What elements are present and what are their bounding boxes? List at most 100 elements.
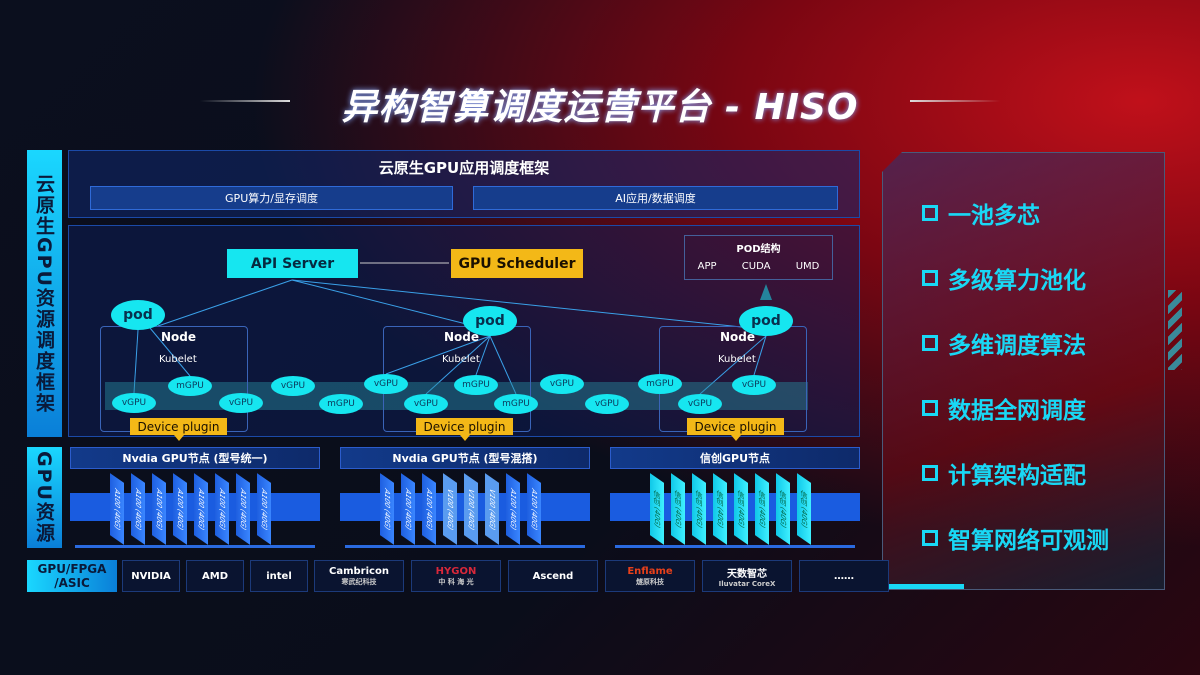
gpu-card: A100 (40G): [506, 473, 520, 545]
checkbox-icon: [922, 465, 938, 481]
pod-bubble: pod: [739, 306, 793, 336]
gpu-card: A100 (40G): [173, 473, 187, 545]
pod-structure-item: UMD: [795, 261, 820, 272]
vendor-logo: intel: [250, 560, 308, 592]
vgpu-bubble: vGPU: [364, 374, 408, 394]
vendor-logo: Ascend: [508, 560, 598, 592]
gpu-card: 信创 (40G): [671, 473, 685, 545]
framework-box-ai: AI应用/数据调度: [473, 186, 838, 210]
gpu-node-platform: [345, 545, 585, 548]
feature-label: 计算架构适配: [948, 463, 1086, 489]
gpu-card: V100 (40G): [464, 473, 478, 545]
gpu-card: 信创 (40G): [713, 473, 727, 545]
panel-stripes-decoration: [1168, 290, 1182, 370]
vgpu-bubble: vGPU: [404, 394, 448, 414]
vendor-name: intel: [266, 570, 292, 582]
checkbox-icon: [922, 270, 938, 286]
gpu-card: V100 (40G): [485, 473, 499, 545]
mgpu-bubble: mGPU: [638, 374, 682, 394]
side-label-gpu-resources: GPU资源: [27, 447, 62, 548]
gpu-node-header: 信创GPU节点: [610, 447, 860, 469]
mgpu-bubble: mGPU: [454, 375, 498, 395]
feature-label: 数据全网调度: [948, 398, 1086, 424]
title-decoration-left: [200, 100, 290, 102]
vendor-logo: NVIDIA: [122, 560, 180, 592]
gpu-card: 信创 (40G): [734, 473, 748, 545]
gpu-card: A100 (40G): [236, 473, 250, 545]
gpu-card: 信创 (40G): [776, 473, 790, 545]
side-label-scheduling: 云原生GPU资源调度框架: [27, 150, 62, 437]
vendor-logo: HYGON 中 科 海 光: [411, 560, 501, 592]
gpu-node-header: Nvdia GPU节点 (型号混搭): [340, 447, 590, 469]
vgpu-bubble: vGPU: [732, 375, 776, 395]
gpu-card: A100 (40G): [194, 473, 208, 545]
pod-structure-item: APP: [697, 261, 717, 272]
vendor-subname: 燧原科技: [636, 577, 664, 586]
checkbox-icon: [922, 400, 938, 416]
vendor-name: ……: [834, 570, 854, 582]
api-server-box: API Server: [227, 249, 358, 278]
feature-label: 一池多芯: [948, 203, 1040, 229]
vendor-subname: Iluvatar CoreX: [718, 579, 776, 588]
node-label: Node: [720, 330, 756, 344]
pod-structure-item: CUDA: [741, 261, 771, 272]
checkbox-icon: [922, 335, 938, 351]
gpu-card: V100 (40G): [443, 473, 457, 545]
feature-item: 智算网络可观测: [922, 521, 1109, 555]
device-plugin-box: Device plugin: [687, 418, 784, 441]
vgpu-bubble: vGPU: [585, 394, 629, 414]
gpu-node-platform: [75, 545, 315, 548]
vendor-name: AMD: [202, 570, 228, 582]
pod-structure-title: POD结构: [736, 244, 781, 255]
pod-bubble: pod: [463, 306, 517, 336]
gpu-card: A100 (40G): [257, 473, 271, 545]
feature-item: 数据全网调度: [922, 391, 1086, 425]
gpu-card: A100 (40G): [110, 473, 124, 545]
gpu-card: A100 (40G): [401, 473, 415, 545]
gpu-card: A100 (40G): [422, 473, 436, 545]
node-label: Node: [161, 330, 197, 344]
device-plugin-box: Device plugin: [130, 418, 227, 441]
vendor-logo: AMD: [186, 560, 244, 592]
gpu-card: 信创 (40G): [692, 473, 706, 545]
kubelet-label: Kubelet: [442, 354, 480, 365]
pod-bubble: pod: [111, 300, 165, 330]
feature-label: 多维调度算法: [948, 333, 1086, 359]
feature-label: 多级算力池化: [948, 268, 1086, 294]
node-label: Node: [444, 330, 480, 344]
vendor-name: NVIDIA: [131, 570, 171, 582]
gpu-node-header: Nvdia GPU节点 (型号统一): [70, 447, 320, 469]
vendor-name: Ascend: [532, 570, 574, 582]
vgpu-bubble: vGPU: [271, 376, 315, 396]
pod-structure-box: POD结构 APP CUDA UMD: [684, 235, 833, 280]
node-box: Node Kubelet: [659, 326, 807, 432]
vgpu-bubble: vGPU: [112, 393, 156, 413]
vgpu-bubble: vGPU: [219, 393, 263, 413]
feature-label: 智算网络可观测: [948, 528, 1109, 554]
feature-item: 多级算力池化: [922, 261, 1086, 295]
vendor-name: Cambricon: [329, 565, 389, 577]
vendor-name: HYGON: [435, 565, 477, 577]
device-plugin-box: Device plugin: [416, 418, 513, 441]
vendor-logo: 天数智芯 Iluvatar CoreX: [702, 560, 792, 592]
checkbox-icon: [922, 530, 938, 546]
vgpu-bubble: vGPU: [540, 374, 584, 394]
gpu-card: A100 (40G): [527, 473, 541, 545]
gpu-card: A100 (40G): [380, 473, 394, 545]
mgpu-bubble: mGPU: [494, 394, 538, 414]
feature-item: 计算架构适配: [922, 456, 1086, 490]
vendor-logo: ……: [799, 560, 889, 592]
kubelet-label: Kubelet: [718, 354, 756, 365]
gpu-card: A100 (40G): [215, 473, 229, 545]
vendor-logo: Cambricon 寒武纪科技: [314, 560, 404, 592]
vendor-subname: 寒武纪科技: [341, 577, 377, 586]
gpu-card: 信创 (40G): [797, 473, 811, 545]
feature-item: 一池多芯: [922, 196, 1040, 230]
chip-type-label: GPU/FPGA /ASIC: [27, 560, 117, 592]
framework-title: 云原生GPU应用调度框架: [378, 159, 550, 177]
feature-item: 多维调度算法: [922, 326, 1086, 360]
kubelet-label: Kubelet: [159, 354, 197, 365]
vendor-subname: 中 科 海 光: [438, 577, 474, 586]
panel-accent-decoration: [884, 584, 964, 589]
